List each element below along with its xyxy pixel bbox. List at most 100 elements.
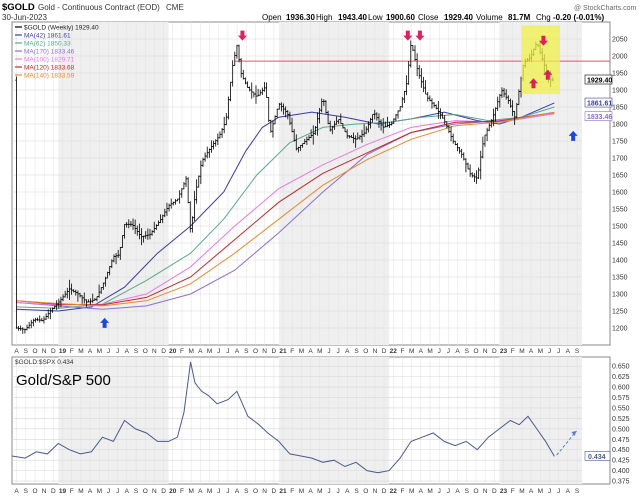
x-tick-label: F	[70, 488, 74, 495]
x-tick-label: S	[575, 348, 580, 355]
x-tick-label: M	[97, 488, 102, 495]
chg-value: -0.20 (-0.01%)	[553, 13, 604, 22]
x-tick-label: 21	[279, 348, 287, 355]
x-tick-label: D	[492, 488, 497, 495]
x-tick-label: O	[32, 488, 37, 495]
x-tick-label: N	[42, 348, 47, 355]
x-tick-label: J	[107, 348, 110, 355]
x-tick-label: A	[14, 348, 19, 355]
x-tick-label: N	[373, 488, 378, 495]
x-tick-label: F	[511, 488, 515, 495]
value-tag-label: 0.434	[588, 454, 606, 461]
x-tick-label: D	[161, 348, 166, 355]
x-tick-label: J	[557, 488, 560, 495]
x-tick-label: M	[188, 348, 193, 355]
chg-label: Chg	[536, 13, 551, 22]
x-tick-label: A	[235, 348, 240, 355]
x-tick-label: M	[317, 348, 322, 355]
x-tick-label: 23	[500, 488, 508, 495]
ratio-x-axis: A S O N D 19 F M A M J J A S O N D 20 F M A M J J A S O N D 21 F M A M J J A…	[14, 488, 579, 495]
x-tick-label: N	[262, 348, 267, 355]
x-tick-label: A	[455, 348, 460, 355]
x-tick-label: F	[70, 348, 74, 355]
y-tick-label: 1600	[612, 190, 628, 197]
x-tick-label: M	[78, 488, 83, 495]
x-tick-label: D	[271, 348, 276, 355]
x-tick-label: A	[566, 348, 571, 355]
x-tick-label: M	[78, 348, 83, 355]
x-tick-label: A	[88, 488, 93, 495]
x-tick-label: S	[465, 348, 470, 355]
x-tick-label: F	[290, 488, 294, 495]
x-tick-label: 20	[169, 488, 177, 495]
legend-entry: MA(120) 1833.68	[24, 65, 75, 72]
y-tick-label: 1850	[612, 105, 628, 112]
x-tick-label: J	[438, 488, 441, 495]
x-tick-label: M	[427, 488, 432, 495]
y-tick-label: 0.550	[612, 405, 630, 412]
header-date: 30-Jun-2023	[2, 13, 47, 22]
low-value: 1900.60	[386, 13, 415, 22]
x-tick-label: A	[566, 488, 571, 495]
x-tick-label: M	[409, 488, 414, 495]
y-tick-label: 1700	[612, 156, 628, 163]
y-tick-label: 0.475	[612, 437, 630, 444]
x-tick-label: D	[382, 348, 387, 355]
y-tick-label: 0.425	[612, 458, 630, 465]
x-tick-label: N	[483, 488, 488, 495]
open-label: Open	[262, 13, 282, 22]
x-tick-label: J	[548, 488, 551, 495]
y-tick-label: 1300	[612, 292, 628, 299]
x-tick-label: O	[253, 348, 258, 355]
x-tick-label: F	[400, 348, 404, 355]
value-tag-label: 1929.40	[587, 78, 612, 85]
x-tick-label: O	[473, 348, 478, 355]
high-value: 1943.40	[338, 13, 367, 22]
header-name: Gold - Continuous Contract (EOD)	[38, 3, 160, 12]
x-tick-label: N	[152, 348, 157, 355]
x-tick-label: J	[107, 488, 110, 495]
x-tick-label: J	[226, 488, 229, 495]
x-tick-label: A	[308, 488, 313, 495]
year-band	[58, 22, 168, 345]
x-tick-label: A	[125, 488, 130, 495]
x-tick-label: F	[400, 488, 404, 495]
x-tick-label: S	[24, 488, 29, 495]
y-tick-label: 1350	[612, 275, 628, 282]
x-tick-label: J	[116, 348, 119, 355]
x-tick-label: 23	[500, 348, 508, 355]
x-tick-label: J	[116, 488, 119, 495]
legend-entry: $GOLD (Weekly) 1929.40	[24, 25, 99, 32]
x-tick-label: A	[198, 488, 203, 495]
x-tick-label: M	[207, 348, 212, 355]
header-exchange: CME	[166, 3, 184, 12]
x-tick-label: 21	[279, 488, 287, 495]
y-tick-label: 0.500	[612, 426, 630, 433]
legend-entry: MA(100) 1829.71	[24, 57, 75, 64]
legend-entry: MA(170) 1833.46	[24, 49, 75, 56]
x-tick-label: N	[483, 348, 488, 355]
x-tick-label: F	[290, 348, 294, 355]
y-tick-label: 1450	[612, 241, 628, 248]
x-tick-label: J	[447, 348, 450, 355]
year-band	[279, 357, 389, 484]
x-tick-label: N	[262, 488, 267, 495]
x-tick-label: 20	[169, 348, 177, 355]
chart-canvas: $GOLD Gold - Continuous Contract (EOD) C…	[0, 0, 640, 498]
y-tick-label: 0.600	[612, 385, 630, 392]
x-tick-label: J	[226, 348, 229, 355]
x-tick-label: M	[409, 348, 414, 355]
x-tick-label: O	[143, 488, 148, 495]
x-tick-label: 22	[390, 488, 398, 495]
y-tick-label: 2000	[612, 54, 628, 61]
x-tick-label: M	[188, 488, 193, 495]
x-tick-label: D	[51, 348, 56, 355]
x-tick-label: A	[419, 488, 424, 495]
x-tick-label: A	[455, 488, 460, 495]
x-tick-label: N	[373, 348, 378, 355]
x-tick-label: 19	[59, 348, 67, 355]
watermark: @ StockCharts.com	[574, 5, 637, 12]
y-tick-label: 0.400	[612, 468, 630, 475]
y-tick-label: 0.450	[612, 447, 630, 454]
y-tick-label: 1750	[612, 139, 628, 146]
